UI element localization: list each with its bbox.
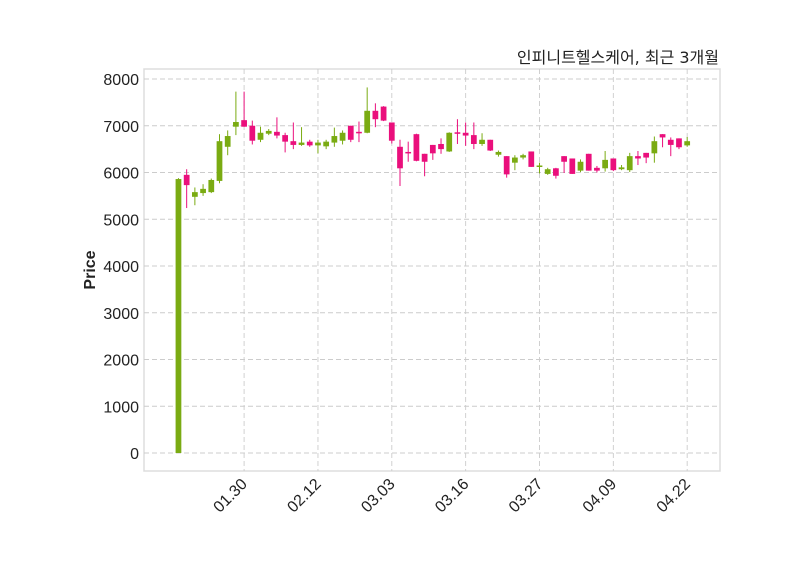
candle-body-up <box>208 179 215 193</box>
candle-body-up <box>298 142 305 145</box>
candle-body-down <box>249 125 256 141</box>
candle-body-down <box>454 132 461 134</box>
candle-body-down <box>659 134 666 138</box>
candle-body-up <box>544 169 551 174</box>
candle-body-down <box>421 153 428 162</box>
x-tick-label: 03.03 <box>358 476 398 516</box>
candle-body-down <box>487 139 494 151</box>
candle-body-down <box>528 151 535 167</box>
candle-body-up <box>618 167 625 170</box>
y-tick-label: 5000 <box>103 212 139 229</box>
candle-body-down <box>413 134 420 161</box>
y-tick-label: 4000 <box>103 259 139 276</box>
y-tick-label: 6000 <box>103 166 139 183</box>
candle-body-up <box>315 142 321 146</box>
candle-body-down <box>667 139 674 145</box>
candle-body-up <box>200 188 206 194</box>
candle-body-up <box>233 122 239 127</box>
candle-body-up <box>216 141 223 181</box>
candle-body-up <box>577 161 584 171</box>
y-axis-label: Price <box>82 250 99 289</box>
candle-body-down <box>553 168 559 176</box>
candle-body-down <box>405 151 412 154</box>
candle-body-down <box>372 110 379 120</box>
candle-body-down <box>274 131 280 136</box>
candle-body-down <box>356 131 362 134</box>
candle-body-down <box>438 143 444 150</box>
candle-body-up <box>265 130 272 134</box>
candle-body-up <box>364 110 371 133</box>
candle-body-up <box>479 139 485 144</box>
candle-body-up <box>446 132 453 152</box>
y-tick-label: 1000 <box>103 399 139 416</box>
candle-body-down <box>569 158 576 174</box>
x-tick-label: 02.12 <box>284 476 324 516</box>
candle-body-up <box>331 136 338 143</box>
candle-body-up <box>520 155 526 158</box>
candle-body-down <box>429 144 436 154</box>
candle-body-down <box>282 135 288 142</box>
candle-body-down <box>635 156 641 159</box>
candle-body-up <box>651 141 658 154</box>
y-tick-label: 3000 <box>103 306 139 323</box>
x-tick-label: 03.16 <box>432 476 472 516</box>
candle-body-down <box>503 156 510 175</box>
candle-body-up <box>224 136 231 147</box>
x-tick-label: 04.09 <box>580 476 620 516</box>
candle-body-up <box>339 132 346 141</box>
chart-title: 인피니트헬스케어, 최근 3개월 <box>516 48 719 67</box>
candle-body-down <box>561 156 567 162</box>
candle-body-down <box>388 122 395 141</box>
candle-body-down <box>462 132 469 136</box>
candle-body-up <box>495 151 502 155</box>
plot-area <box>143 68 721 472</box>
candle-body-down <box>676 138 682 148</box>
y-tick-label: 2000 <box>103 353 139 370</box>
x-tick-label: 01.30 <box>211 476 251 516</box>
candle-body-down <box>306 141 313 146</box>
candle-body-up <box>536 165 543 167</box>
candle-body-up <box>323 141 330 147</box>
candle-body-down <box>347 125 354 140</box>
y-tick-label: 7000 <box>103 119 139 136</box>
candle-body-down <box>585 153 592 171</box>
candle-body-up <box>512 157 518 163</box>
candle-body-down <box>594 167 600 171</box>
candle-body-down <box>183 174 190 186</box>
candle-body-down <box>380 106 387 121</box>
candle-body-up <box>175 179 182 454</box>
candle-body-up <box>602 159 608 169</box>
x-tick-label: 04.22 <box>654 476 694 516</box>
candle-body-down <box>470 135 477 144</box>
candle-body-down <box>397 146 403 169</box>
x-tick-label: 03.27 <box>506 476 546 516</box>
y-tick-label: 8000 <box>103 72 139 89</box>
candle-body-up <box>684 141 691 146</box>
y-tick-label: 0 <box>130 446 139 463</box>
candle-body-up <box>192 192 198 197</box>
candle-body-down <box>290 141 297 145</box>
candle-body-up <box>626 156 633 171</box>
candle-body-down <box>610 158 617 171</box>
candle-body-down <box>643 152 650 158</box>
candle-body-up <box>257 132 264 140</box>
candle-body-down <box>241 120 247 127</box>
